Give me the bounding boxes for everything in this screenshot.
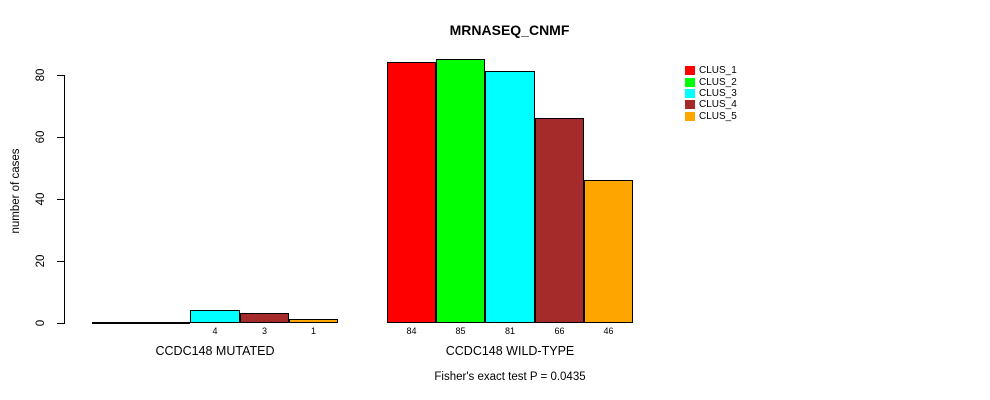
group-label: CCDC148 MUTATED bbox=[155, 344, 275, 358]
bar-clus_4-mutated bbox=[240, 313, 289, 323]
bar-clus_2-wildtype bbox=[436, 59, 485, 323]
bar-clus_1-mutated bbox=[92, 322, 141, 324]
bar-value-label: 85 bbox=[455, 326, 466, 336]
bar-clus_5-wildtype bbox=[584, 180, 633, 323]
legend-label: CLUS_3 bbox=[699, 87, 737, 99]
bar-value-label: 1 bbox=[310, 326, 316, 336]
legend-label: CLUS_4 bbox=[699, 99, 737, 111]
bar-value-label: 66 bbox=[554, 326, 565, 336]
legend-swatch-icon bbox=[685, 77, 695, 87]
y-tick-label: 0 bbox=[35, 319, 47, 327]
group-label: CCDC148 WILD-TYPE bbox=[445, 344, 575, 358]
legend-item: CLUS_5 bbox=[685, 111, 737, 122]
fisher-test-annotation: Fisher's exact test P = 0.0435 bbox=[434, 371, 586, 383]
y-tick-mark bbox=[57, 137, 64, 138]
legend-item: CLUS_3 bbox=[685, 88, 737, 99]
bar-clus_5-mutated bbox=[289, 319, 338, 323]
y-tick-mark bbox=[57, 75, 64, 76]
legend-label: CLUS_5 bbox=[699, 110, 737, 122]
bar-value-label: 46 bbox=[603, 326, 614, 336]
y-tick-mark bbox=[57, 323, 64, 324]
bar-clus_3-mutated bbox=[190, 310, 240, 323]
y-tick-label: 80 bbox=[35, 68, 47, 82]
legend-item: CLUS_1 bbox=[685, 65, 737, 76]
legend-swatch-icon bbox=[685, 111, 695, 121]
bar-clus_2-mutated bbox=[141, 322, 190, 324]
legend-item: CLUS_2 bbox=[685, 76, 737, 88]
legend-label: CLUS_2 bbox=[699, 76, 737, 88]
y-axis-line bbox=[64, 75, 65, 324]
bar-value-label: 84 bbox=[406, 326, 417, 336]
legend-item: CLUS_4 bbox=[685, 99, 737, 110]
y-tick-mark bbox=[57, 199, 64, 200]
bar-clus_3-wildtype bbox=[485, 71, 535, 323]
y-axis-title: number of cases bbox=[10, 148, 22, 234]
legend-label: CLUS_1 bbox=[699, 65, 737, 77]
bar-clus_1-wildtype bbox=[387, 62, 436, 323]
y-tick-label: 20 bbox=[35, 254, 47, 268]
chart-title: MRNASEQ_CNMF bbox=[449, 22, 570, 38]
bar-clus_4-wildtype bbox=[535, 118, 584, 323]
legend-swatch-icon bbox=[685, 88, 695, 98]
y-tick-mark bbox=[57, 261, 64, 262]
legend-swatch-icon bbox=[685, 100, 695, 110]
y-tick-label: 40 bbox=[35, 192, 47, 206]
bar-value-label: 81 bbox=[504, 326, 515, 336]
legend: CLUS_1 CLUS_2 CLUS_3 CLUS_4 CLUS_5 bbox=[685, 65, 737, 122]
bar-value-label: 4 bbox=[212, 326, 218, 336]
legend-swatch-icon bbox=[685, 66, 695, 76]
bar-value-label: 3 bbox=[261, 326, 267, 336]
y-tick-label: 60 bbox=[35, 130, 47, 144]
